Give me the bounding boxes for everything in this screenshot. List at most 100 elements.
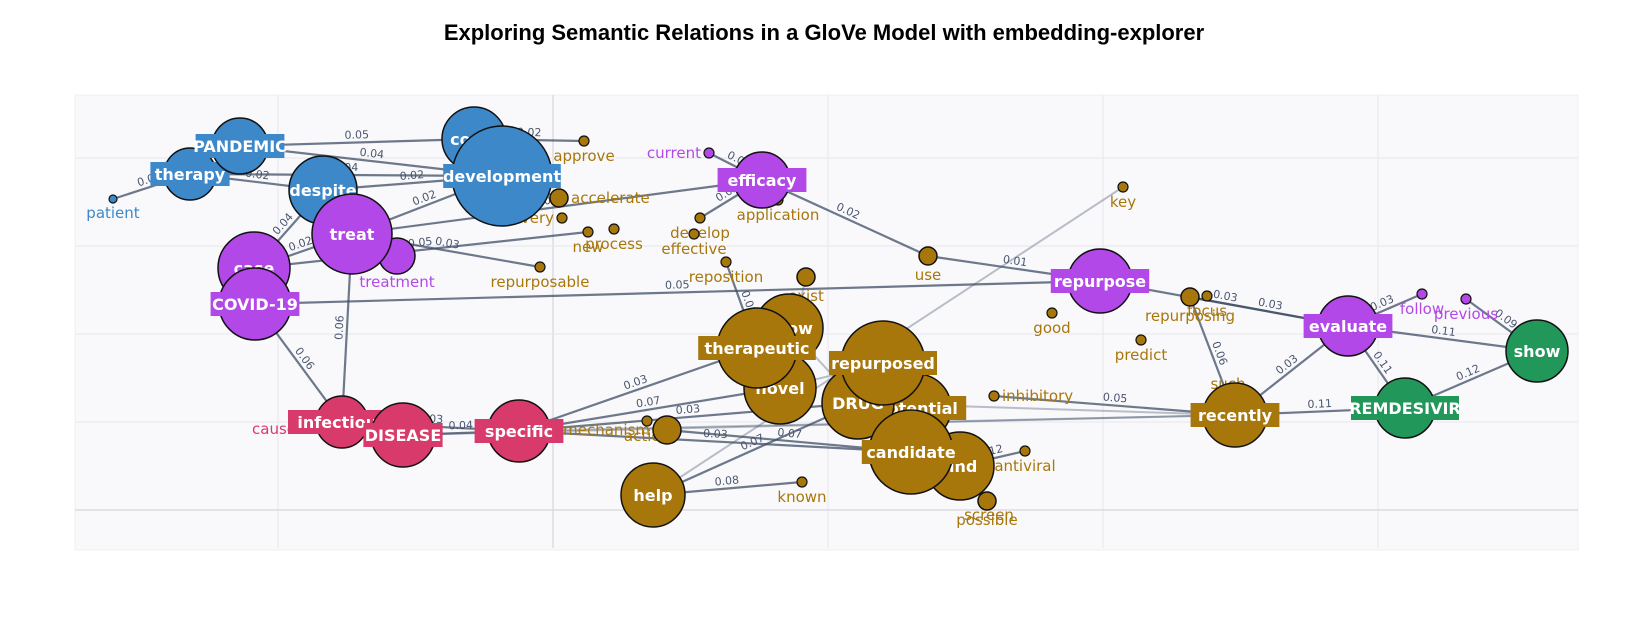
node-circle[interactable] <box>1046 307 1058 319</box>
node-label-box <box>698 336 816 360</box>
node-efficacy[interactable]: efficacy <box>717 151 807 209</box>
node-label: process <box>585 235 643 253</box>
node-label: accelerate <box>571 189 650 207</box>
node-circle[interactable] <box>703 147 715 159</box>
node-accelerate[interactable]: accelerate <box>549 188 650 208</box>
edge-weight-label: 0.06 <box>332 315 346 340</box>
node-approve[interactable]: approve <box>553 135 615 165</box>
node-treat[interactable]: treat <box>311 193 393 275</box>
edge-weight-label: 0.11 <box>1430 323 1456 339</box>
node-effective[interactable]: effective <box>661 228 727 258</box>
node-circle[interactable] <box>796 267 816 287</box>
node-circle[interactable] <box>534 261 546 273</box>
node-specific[interactable]: specific <box>474 399 564 463</box>
edge-covid19-repurpose: 0.05 <box>254 278 1101 306</box>
node-therapeutic[interactable]: therapeutic <box>698 307 816 389</box>
node-label: good <box>1033 319 1070 337</box>
node-process[interactable]: process <box>585 223 643 253</box>
node-label-box <box>717 168 807 192</box>
node-develop[interactable]: develop <box>670 212 730 242</box>
node-label: DISEASE <box>365 426 442 445</box>
node-development[interactable]: development <box>443 125 561 227</box>
node-circle[interactable] <box>694 212 706 224</box>
node-circle[interactable] <box>977 491 997 511</box>
node-good[interactable]: good <box>1033 307 1071 337</box>
node-repurposed[interactable]: repurposed <box>829 320 937 406</box>
node-repurpose[interactable]: repurpose <box>1050 248 1150 314</box>
node-key[interactable]: key <box>1110 181 1136 211</box>
node-current[interactable]: current <box>647 144 715 162</box>
node-known[interactable]: known <box>777 476 827 506</box>
node-label: develop <box>670 224 730 242</box>
node-repurposing[interactable]: repurposing <box>1145 287 1235 325</box>
node-show[interactable]: show <box>1505 319 1569 383</box>
node-label-box <box>1351 396 1459 420</box>
node-covid19[interactable]: COVID-19 <box>210 267 300 341</box>
node-circle[interactable] <box>311 193 393 275</box>
node-treatment[interactable]: treatment <box>359 237 435 291</box>
node-circle[interactable] <box>1019 445 1031 457</box>
node-use[interactable]: use <box>915 246 942 284</box>
node-circle[interactable] <box>918 246 938 266</box>
node-circle[interactable] <box>108 194 118 204</box>
node-repurposable[interactable]: repurposable <box>491 261 590 291</box>
node-label-box <box>474 419 564 443</box>
node-label: focus <box>1187 302 1227 320</box>
node-label-box <box>1303 314 1393 338</box>
node-circle[interactable] <box>1505 319 1569 383</box>
node-previous[interactable]: previous <box>1434 293 1498 323</box>
node-recently[interactable]: recently <box>1190 382 1280 448</box>
node-label: help <box>633 486 672 505</box>
node-reposition[interactable]: reposition <box>689 256 763 286</box>
node-predict[interactable]: predict <box>1115 334 1168 364</box>
node-help[interactable]: help <box>620 462 686 528</box>
node-circle[interactable] <box>1180 287 1200 307</box>
node-circle[interactable] <box>1201 290 1213 302</box>
node-circle[interactable] <box>1460 293 1472 305</box>
node-label-box <box>829 351 937 375</box>
node-mechanism[interactable]: mechanism <box>563 415 682 445</box>
node-therapy[interactable]: therapy <box>150 147 230 201</box>
node-patient[interactable]: patient <box>86 194 140 222</box>
node-label-box <box>150 162 230 186</box>
edge-weight-label: 0.08 <box>714 473 740 488</box>
node-label: COVID-19 <box>212 295 298 314</box>
node-circle[interactable] <box>582 226 594 238</box>
node-circle[interactable] <box>988 390 1000 402</box>
node-circle[interactable] <box>1135 334 1147 346</box>
node-circle[interactable] <box>578 135 590 147</box>
node-label: repurpose <box>1054 272 1146 291</box>
node-circle[interactable] <box>620 462 686 528</box>
node-circle[interactable] <box>652 415 682 445</box>
edge-weight-label: 0.05 <box>665 278 690 292</box>
node-focus[interactable]: focus <box>1187 290 1227 320</box>
node-antiviral[interactable]: antiviral <box>994 445 1056 475</box>
node-circle[interactable] <box>1117 181 1129 193</box>
node-candidate[interactable]: candidate <box>861 409 961 495</box>
node-label: treatment <box>359 273 434 291</box>
node-circle[interactable] <box>556 212 568 224</box>
node-label: specific <box>485 422 553 441</box>
node-circle[interactable] <box>1416 288 1428 300</box>
edge-weight-label: 0.07 <box>635 394 661 411</box>
node-evaluate[interactable]: evaluate <box>1303 295 1393 357</box>
node-pandemic[interactable]: PANDEMIC <box>193 117 287 175</box>
node-circle[interactable] <box>608 223 620 235</box>
node-label: use <box>915 266 942 284</box>
node-circle[interactable] <box>688 228 700 240</box>
node-new[interactable]: new <box>572 226 604 256</box>
node-label: cause <box>252 420 296 438</box>
node-follow[interactable]: follow <box>1400 288 1444 318</box>
node-inhibitory[interactable]: inhibitory <box>988 387 1073 405</box>
node-circle[interactable] <box>549 188 569 208</box>
node-remdesivir[interactable]: REMDESIVIR <box>1349 377 1461 439</box>
node-circle[interactable] <box>641 415 653 427</box>
node-possible[interactable]: possible <box>956 491 1018 529</box>
node-disease[interactable]: DISEASE <box>363 402 443 468</box>
node-circle[interactable] <box>720 256 732 268</box>
node-circle[interactable] <box>796 476 808 488</box>
node-label: follow <box>1400 300 1444 318</box>
node-label: application <box>737 206 820 224</box>
